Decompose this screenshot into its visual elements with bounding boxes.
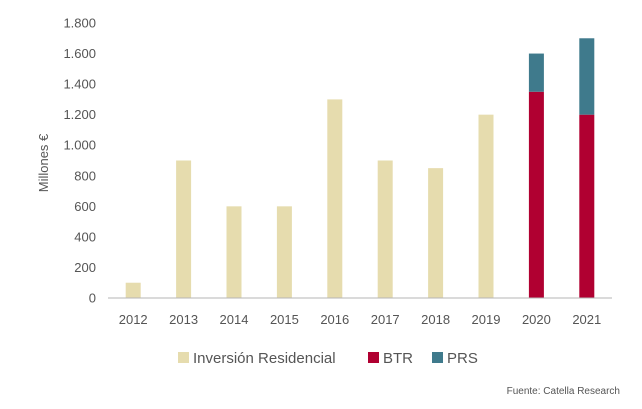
y-tick-label: 800 bbox=[74, 168, 96, 183]
x-axis-ticks: 2012 2013 2014 2015 2016 2017 2018 2019 2020 2021 bbox=[119, 312, 602, 327]
bar-inversi-n-residencial-2012 bbox=[125, 282, 141, 298]
x-tick-label: 2012 bbox=[119, 312, 148, 327]
legend-swatch bbox=[432, 352, 443, 363]
y-tick-label: 0 bbox=[89, 291, 96, 306]
source-note: Fuente: Catella Research bbox=[506, 386, 620, 397]
x-tick-label: 2021 bbox=[572, 312, 601, 327]
x-tick-label: 2018 bbox=[421, 312, 450, 327]
y-tick-label: 600 bbox=[74, 199, 96, 214]
y-tick-label: 400 bbox=[74, 229, 96, 244]
y-tick-label: 1.600 bbox=[63, 46, 96, 61]
x-tick-label: 2016 bbox=[320, 312, 349, 327]
bar-inversi-n-residencial-2014 bbox=[226, 206, 242, 298]
legend-label: BTR bbox=[383, 350, 413, 367]
legend-swatch bbox=[178, 352, 189, 363]
legend-label: PRS bbox=[447, 350, 478, 367]
bar-inversi-n-residencial-2018 bbox=[428, 168, 444, 298]
y-tick-label: 1.400 bbox=[63, 77, 96, 92]
legend-swatch bbox=[368, 352, 379, 363]
y-tick-label: 1.800 bbox=[63, 16, 96, 31]
bar-prs-2021 bbox=[579, 38, 595, 115]
y-tick-label: 1.000 bbox=[63, 138, 96, 153]
bar-inversi-n-residencial-2016 bbox=[327, 99, 343, 298]
bar-inversi-n-residencial-2019 bbox=[478, 114, 494, 299]
bar-prs-2020 bbox=[528, 53, 544, 92]
legend: Inversión Residencial BTR PRS bbox=[178, 350, 478, 367]
x-tick-label: 2014 bbox=[220, 312, 249, 327]
y-tick-label: 1.200 bbox=[63, 107, 96, 122]
y-tick-label: 200 bbox=[74, 260, 96, 275]
bar-inversi-n-residencial-2013 bbox=[176, 160, 192, 298]
x-tick-label: 2020 bbox=[522, 312, 551, 327]
bars bbox=[125, 38, 595, 299]
y-axis-title: Millones € bbox=[36, 133, 51, 192]
y-axis-title-group: Millones € bbox=[36, 133, 51, 192]
bar-inversi-n-residencial-2015 bbox=[276, 206, 292, 298]
x-tick-label: 2017 bbox=[371, 312, 400, 327]
y-axis-ticks: 0 200 400 600 800 1.000 1.200 1.400 1.600 1.800 bbox=[63, 16, 96, 306]
x-tick-label: 2013 bbox=[169, 312, 198, 327]
x-tick-label: 2015 bbox=[270, 312, 299, 327]
bar-btr-2021 bbox=[579, 114, 595, 299]
x-tick-label: 2019 bbox=[472, 312, 501, 327]
legend-label: Inversión Residencial bbox=[193, 350, 336, 367]
bar-btr-2020 bbox=[528, 91, 544, 298]
bar-inversi-n-residencial-2017 bbox=[377, 160, 393, 298]
